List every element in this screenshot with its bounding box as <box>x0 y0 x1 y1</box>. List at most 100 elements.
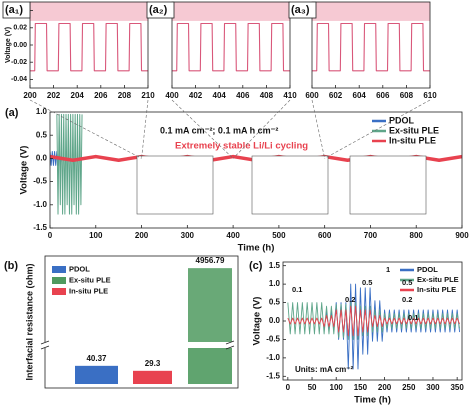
x-tick-label: 606 <box>376 91 390 100</box>
annotation: 0.5 <box>362 278 372 287</box>
axis-break <box>40 340 50 350</box>
plot-area <box>287 283 461 370</box>
x-tick-label: 600 <box>318 231 332 240</box>
x-tick-label: 100 <box>89 231 103 240</box>
plot-area <box>30 22 148 72</box>
y-tick-label: -0.04 <box>11 76 27 83</box>
panel-label: (a) <box>5 107 19 119</box>
y-tick-label: -0.02 <box>11 59 27 66</box>
y-tick-label: 0.0 <box>269 316 281 325</box>
value-label: 40.37 <box>86 354 107 363</box>
panel-label: (c) <box>249 260 263 272</box>
y-tick-label: 0.5 <box>269 298 281 307</box>
y-tick-label: 0.00 <box>13 42 27 49</box>
y-tick-label: -1.5 <box>33 223 47 232</box>
x-tick-label: 900 <box>455 231 469 240</box>
legend-swatch <box>52 266 66 273</box>
series-line <box>30 22 148 72</box>
y-tick-label: -1.0 <box>33 200 47 209</box>
y-tick-label: 0.0 <box>36 154 48 163</box>
x-tick-label: 300 <box>181 231 195 240</box>
legend-label: Ex-situ PLE <box>417 275 459 284</box>
x-tick-label: 402 <box>189 91 203 100</box>
legend-label: In-situ PLE <box>69 286 108 295</box>
x-tick-label: 400 <box>226 231 240 240</box>
y-axis-label: Interfacial resistance (ohm) <box>24 263 34 380</box>
plot-frame <box>171 1 291 89</box>
panel-label: (a₂) <box>149 4 168 16</box>
x-tick-label: 50 <box>308 383 317 392</box>
bar <box>188 268 232 342</box>
value-label: 29.3 <box>145 359 161 368</box>
connector <box>324 99 431 159</box>
plot-frame <box>44 255 239 389</box>
x-tick-label: 410 <box>283 91 297 100</box>
bar <box>188 348 232 384</box>
legend-label: In-situ PLE <box>417 285 456 294</box>
shaded-band <box>30 2 148 21</box>
y-axis-label: Voltage (V) <box>5 27 12 63</box>
x-axis-label: Time (h) <box>238 243 275 254</box>
inset-frame <box>136 155 214 215</box>
connector <box>311 99 325 159</box>
x-tick-label: 404 <box>213 91 227 100</box>
annotation: 0.2 <box>402 295 412 304</box>
x-tick-label: 800 <box>410 231 424 240</box>
axis-break <box>225 340 235 350</box>
legend-label: In-situ PLE <box>389 135 436 145</box>
panel-label: (a₁) <box>5 4 23 16</box>
annotation: 0.1 <box>408 313 418 322</box>
y-tick-label: -1.0 <box>266 353 280 362</box>
annotation: 0.1 <box>292 285 302 294</box>
series-line <box>287 305 460 337</box>
connector <box>171 99 234 159</box>
x-tick-label: 200 <box>135 231 149 240</box>
x-tick-label: 150 <box>354 383 368 392</box>
x-tick-label: 300 <box>426 383 440 392</box>
x-tick-label: 210 <box>141 91 155 100</box>
y-tick-label: 1.0 <box>269 279 281 288</box>
x-tick-label: 208 <box>118 91 132 100</box>
series-line <box>312 22 430 72</box>
legend-label: PDOL <box>389 115 415 125</box>
series-line <box>172 22 290 72</box>
y-tick-label: -0.5 <box>266 335 280 344</box>
x-axis-label: Time (h) <box>354 395 391 406</box>
y-tick-label: 1.5 <box>269 261 281 270</box>
x-tick-label: 608 <box>400 91 414 100</box>
annotation: 0.2 <box>345 295 355 304</box>
y-axis-label: Voltage (V) <box>252 297 263 346</box>
x-tick-label: 200 <box>378 383 392 392</box>
y-axis-label: Voltage (V) <box>19 146 30 195</box>
connector <box>141 99 149 159</box>
x-tick-label: 602 <box>329 91 343 100</box>
bar <box>75 365 118 384</box>
annotation: 0.5 <box>402 278 412 287</box>
y-tick-label: 0.02 <box>13 25 27 32</box>
x-tick-label: 500 <box>272 231 286 240</box>
legend-swatch <box>52 277 66 284</box>
annotation: Units: mA cm⁻² <box>295 365 353 374</box>
connector <box>29 99 142 159</box>
shaded-band <box>172 2 290 21</box>
inset-frame <box>251 155 329 215</box>
legend-label: PDOL <box>417 265 438 274</box>
plot-area <box>312 22 430 72</box>
x-tick-label: 350 <box>450 383 464 392</box>
series-line <box>56 113 83 215</box>
plot-area <box>172 22 290 72</box>
plot-frame <box>49 111 463 229</box>
x-tick-label: 0 <box>48 231 53 240</box>
plot-frame <box>311 1 431 89</box>
annotation: 1 <box>386 265 390 274</box>
x-tick-label: 406 <box>236 91 250 100</box>
x-tick-label: 610 <box>423 91 437 100</box>
annotation: Extremely stable Li/Li cycling <box>175 141 308 152</box>
x-tick-label: 604 <box>353 91 367 100</box>
legend-label: Ex-situ PLE <box>69 275 111 284</box>
panel-label: (a₃) <box>291 4 310 16</box>
y-tick-label: -1.5 <box>266 371 280 380</box>
x-tick-label: 204 <box>71 91 85 100</box>
legend-swatch <box>52 288 66 295</box>
